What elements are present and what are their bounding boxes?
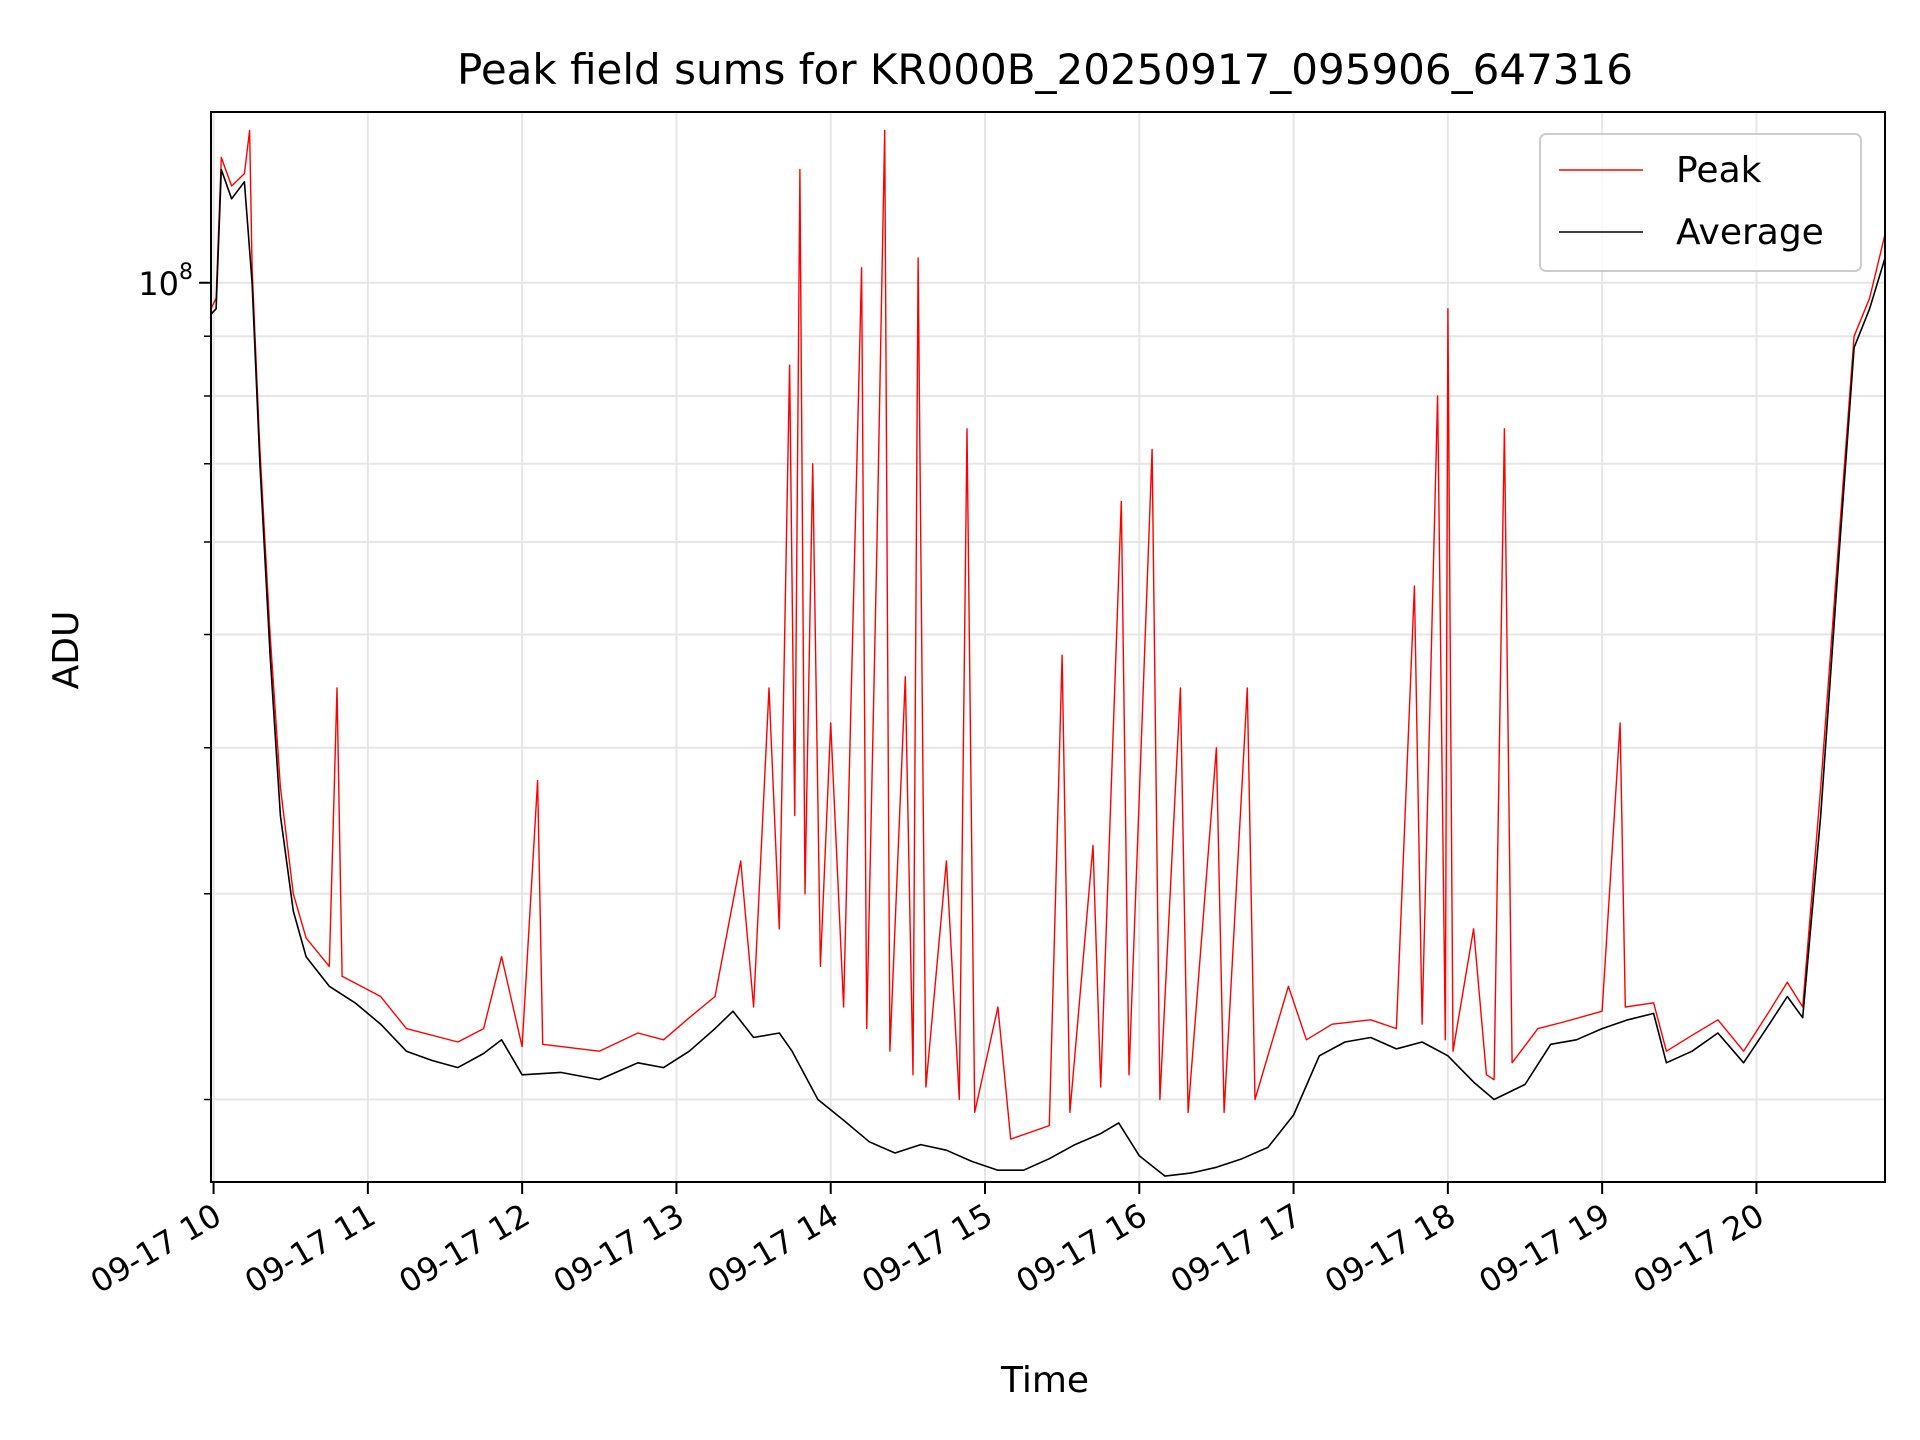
y-axis: 108 [138, 260, 211, 1101]
plot-frame [210, 111, 1886, 1183]
x-axis-label: Time [1000, 1360, 1089, 1401]
y-tick-label: 108 [138, 260, 193, 303]
series-line-peak [211, 129, 1885, 1140]
chart-title: Peak field sums for KR000B_20250917_0959… [457, 45, 1633, 94]
series-layer [211, 129, 1885, 1177]
legend-box [1539, 133, 1862, 272]
legend-peak-label: Peak [1676, 150, 1762, 191]
series-line-average [211, 168, 1885, 1177]
legend: Peak Average [1539, 133, 1862, 272]
y-axis-label: ADU [46, 611, 87, 690]
legend-average-label: Average [1676, 212, 1824, 253]
